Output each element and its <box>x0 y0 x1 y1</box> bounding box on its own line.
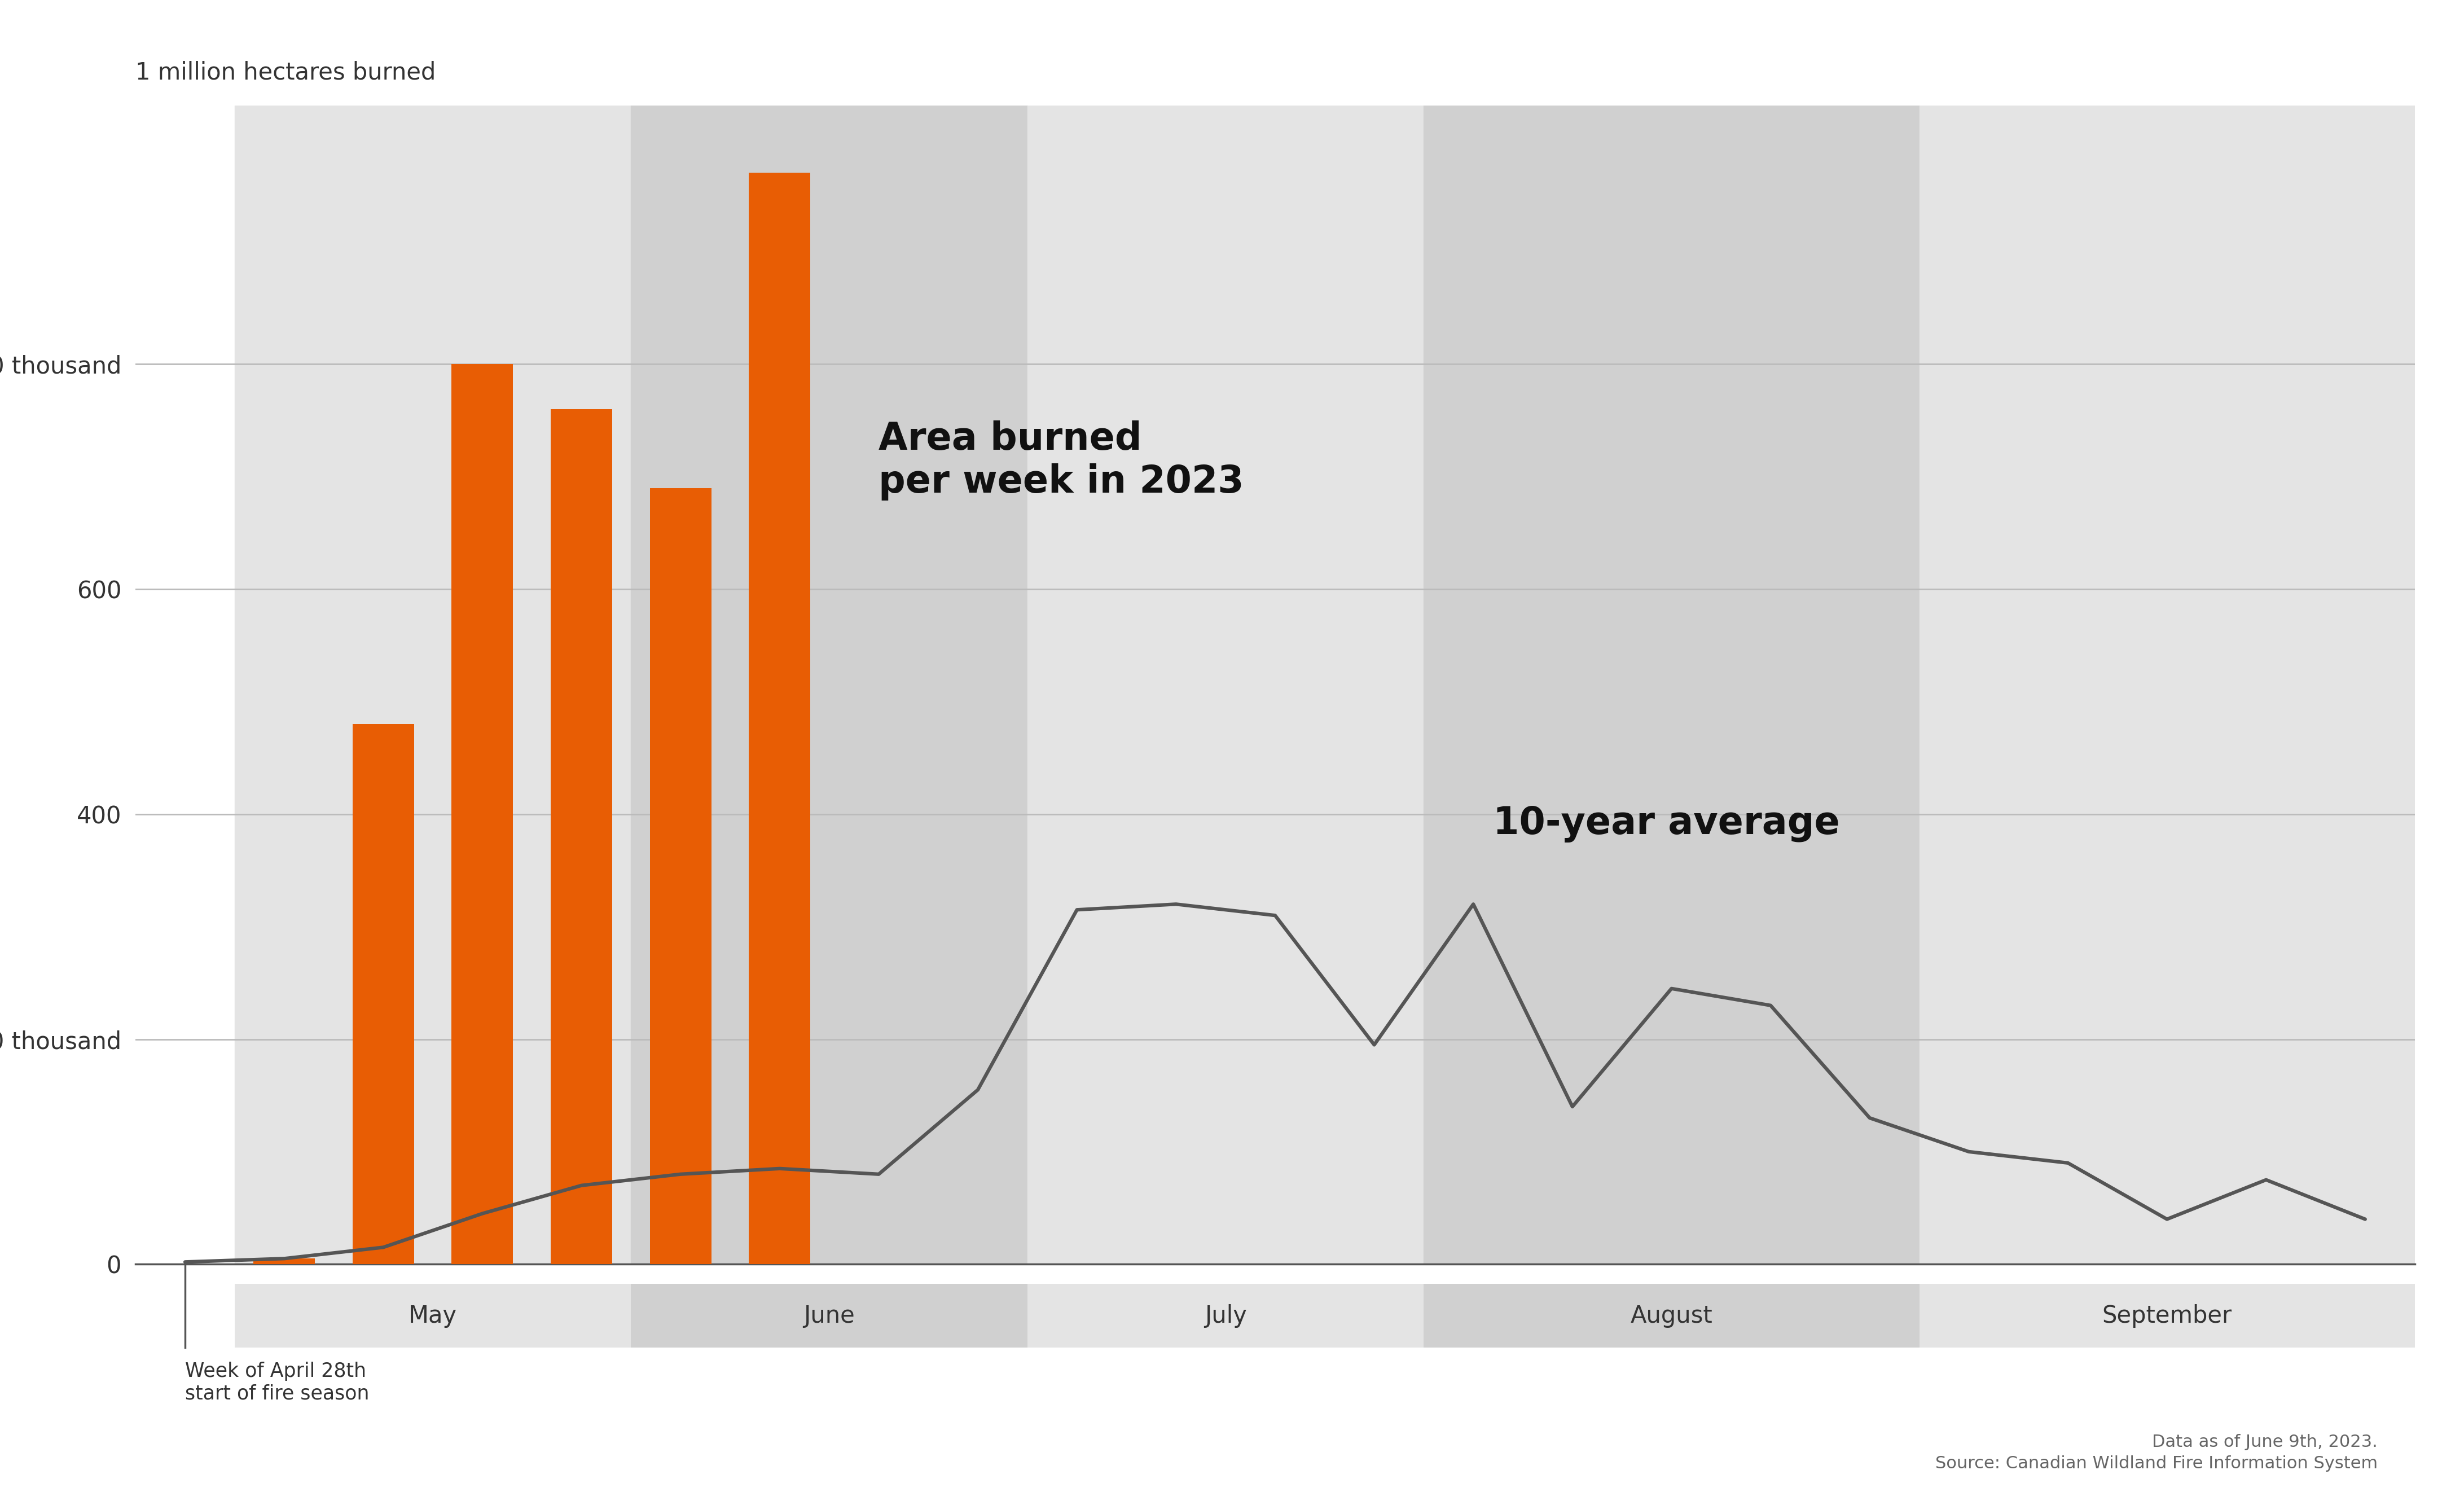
FancyBboxPatch shape <box>631 1284 1027 1347</box>
Text: June: June <box>803 1303 855 1327</box>
Text: 10-year average: 10-year average <box>1493 805 1841 843</box>
Text: Area burned
per week in 2023: Area burned per week in 2023 <box>880 420 1244 501</box>
Bar <box>234 105 631 1264</box>
FancyBboxPatch shape <box>234 1284 631 1347</box>
Bar <box>749 173 811 1264</box>
Bar <box>552 409 611 1264</box>
Text: 1 million hectares burned: 1 million hectares burned <box>136 60 436 84</box>
Bar <box>254 1258 315 1264</box>
Bar <box>631 105 1027 1264</box>
FancyBboxPatch shape <box>1027 1284 1424 1347</box>
Text: August: August <box>1631 1303 1712 1327</box>
Text: Week of April 28th
start of fire season: Week of April 28th start of fire season <box>185 1362 370 1403</box>
Bar <box>451 364 513 1264</box>
Text: September: September <box>2102 1303 2232 1327</box>
Text: Data as of June 9th, 2023.
Source: Canadian Wildland Fire Information System: Data as of June 9th, 2023. Source: Canad… <box>1934 1434 2378 1472</box>
Bar <box>1919 105 2415 1264</box>
Bar <box>1424 105 1919 1264</box>
Text: May: May <box>409 1303 458 1327</box>
Bar <box>1027 105 1424 1264</box>
Bar <box>650 488 712 1264</box>
Text: July: July <box>1205 1303 1247 1327</box>
Bar <box>352 724 414 1264</box>
FancyBboxPatch shape <box>1919 1284 2415 1347</box>
FancyBboxPatch shape <box>1424 1284 1919 1347</box>
